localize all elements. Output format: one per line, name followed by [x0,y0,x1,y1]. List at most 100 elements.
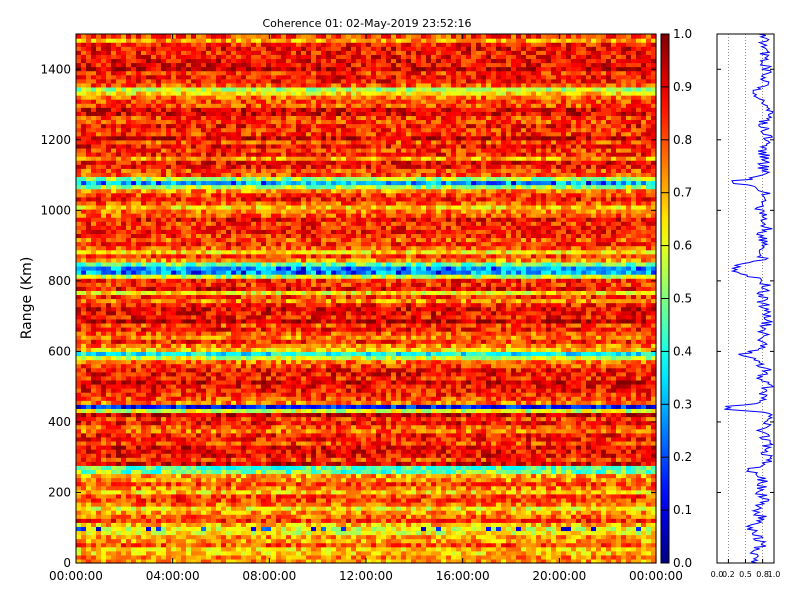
heatmap-cell [326,530,332,536]
heatmap-cell [436,493,442,499]
heatmap-cell [406,501,412,507]
heatmap-cell [256,558,262,564]
heatmap-cell [501,538,507,544]
heatmap-cell [581,404,587,409]
heatmap-cell [571,469,577,475]
heatmap-cell [426,514,432,519]
heatmap-cell [451,550,457,556]
heatmap-cell [151,526,157,532]
heatmap-cell [586,485,592,491]
heatmap-cell [521,388,527,393]
heatmap-cell [146,449,152,454]
heatmap-cell [86,440,92,446]
heatmap-cell [161,526,167,532]
heatmap-cell [341,404,347,409]
heatmap-cell [501,453,507,458]
heatmap-cell [286,449,292,454]
heatmap-cell [261,526,267,532]
heatmap-cell [296,432,302,438]
heatmap-cell [451,396,457,401]
heatmap-cell [526,457,532,462]
heatmap-cell [416,542,422,548]
heatmap-cell [366,432,372,438]
heatmap-cell [226,554,232,560]
heatmap-cell [536,424,542,430]
heatmap-cell [641,550,647,556]
heatmap-cell [281,465,287,471]
heatmap-cell [181,457,187,462]
heatmap-cell [136,522,142,527]
heatmap-cell [466,449,472,454]
heatmap-cell [586,550,592,556]
heatmap-cell [456,510,462,515]
heatmap-cell [606,530,612,536]
heatmap-cell [91,538,97,544]
heatmap-cell [176,558,182,564]
heatmap-cell [331,412,337,418]
heatmap-cell [336,506,342,511]
heatmap-cell [151,408,157,414]
heatmap-cell [506,489,512,495]
heatmap-cell [191,428,197,434]
heatmap-cell [626,420,632,426]
heatmap-cell [316,514,322,519]
heatmap-cell [616,481,622,487]
heatmap-cell [346,400,352,405]
heatmap-cell [466,489,472,495]
heatmap-cell [226,400,232,405]
heatmap-cell [246,424,252,430]
heatmap-cell [116,522,122,527]
heatmap-cell [636,550,642,556]
heatmap-cell [611,449,617,454]
heatmap-cell [616,420,622,426]
heatmap-cell [626,530,632,536]
heatmap-cell [376,457,382,462]
heatmap-cell [546,530,552,536]
heatmap-cell [606,412,612,418]
heatmap-cell [81,408,87,414]
heatmap-cell [596,388,602,393]
heatmap-cell [506,469,512,475]
heatmap-cell [376,424,382,430]
heatmap-cell [616,440,622,446]
heatmap-cell [366,506,372,511]
heatmap-cell [281,449,287,454]
heatmap-cell [581,424,587,430]
heatmap-cell [256,518,262,523]
heatmap-cell [456,542,462,548]
heatmap-cell [381,489,387,495]
heatmap-cell [536,440,542,446]
heatmap-cell [651,465,657,471]
heatmap-cell [316,432,322,438]
heatmap-cell [141,538,147,544]
heatmap-cell [396,424,402,430]
heatmap-cell [251,428,257,434]
heatmap-cell [451,461,457,466]
heatmap-cell [101,538,107,544]
heatmap-cell [251,424,257,430]
heatmap-cell [156,477,162,483]
heatmap-cell [476,420,482,426]
heatmap-cell [76,510,82,515]
heatmap-cell [491,481,497,487]
heatmap-cell [226,481,232,487]
heatmap-cell [311,506,317,511]
heatmap-cell [76,534,82,540]
heatmap-cell [266,408,272,414]
heatmap-cell [391,461,397,466]
heatmap-cell [626,506,632,511]
heatmap-cell [336,465,342,471]
heatmap-cell [581,493,587,499]
heatmap-cell [481,461,487,466]
heatmap-cell [581,440,587,446]
heatmap-cell [421,416,427,422]
heatmap-cell [81,440,87,446]
heatmap-cell [166,518,172,523]
heatmap-cell [431,432,437,438]
heatmap-cell [456,554,462,560]
heatmap-cell [391,546,397,552]
heatmap-cell [626,558,632,564]
heatmap-cell [156,444,162,450]
heatmap-cell [501,392,507,397]
heatmap-cell [131,550,137,556]
